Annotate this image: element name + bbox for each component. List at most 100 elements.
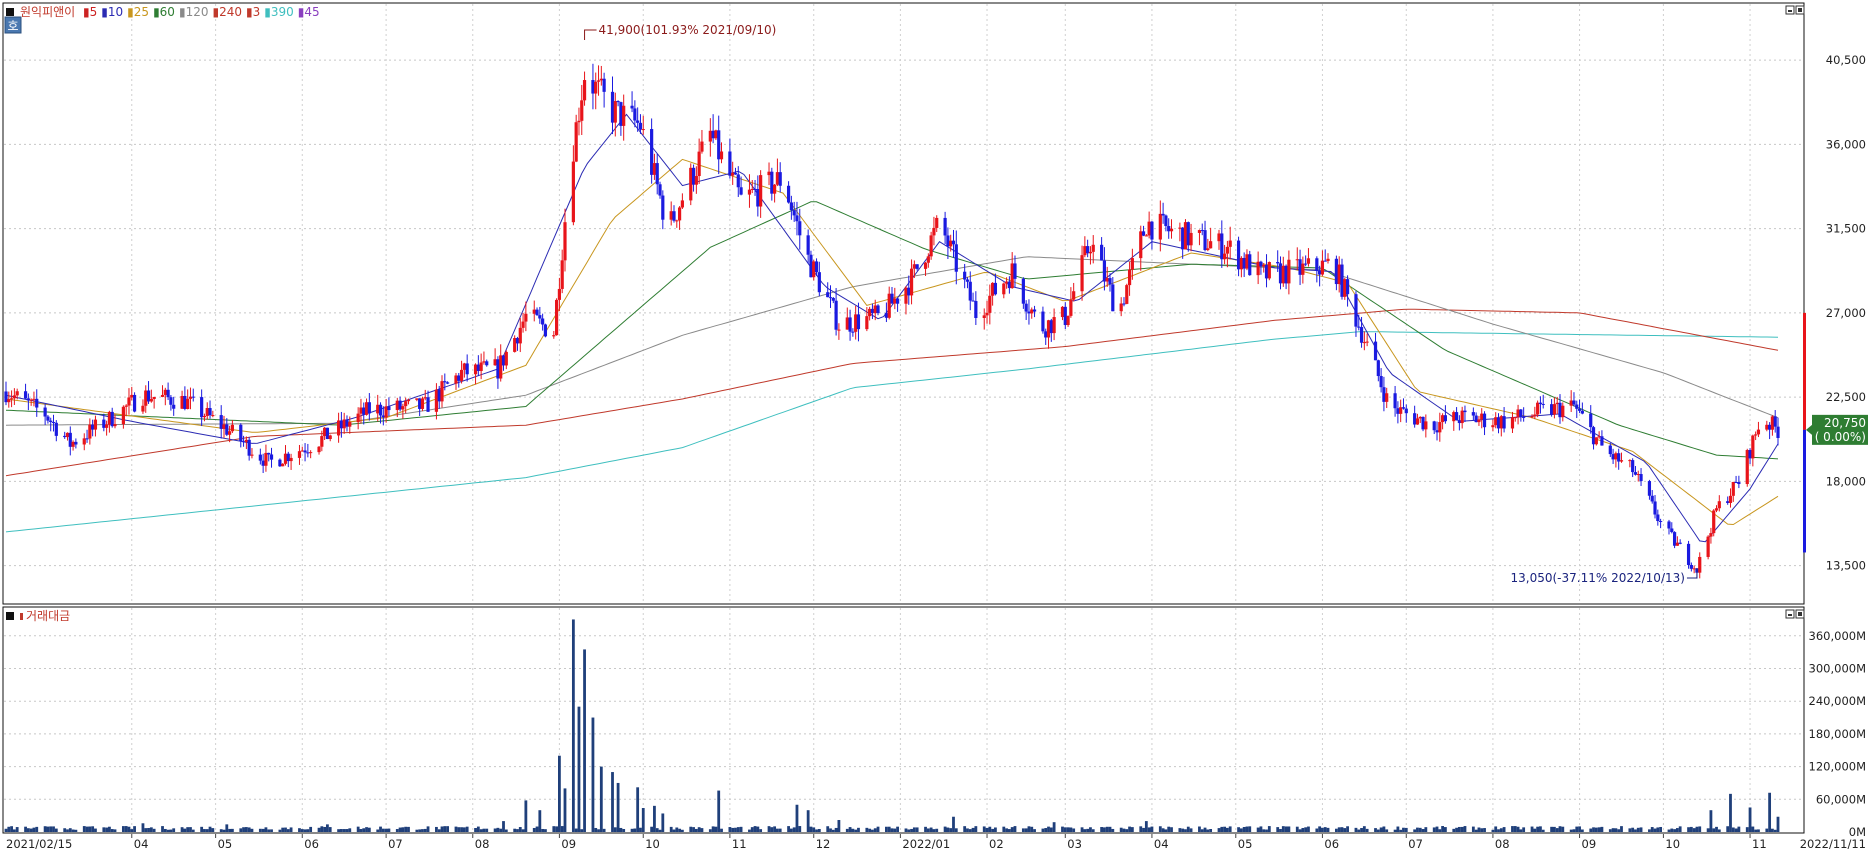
volume-bar: [1460, 826, 1464, 832]
candle: [200, 397, 204, 418]
volume-bar: [708, 829, 712, 832]
candle: [132, 394, 137, 412]
candle: [496, 359, 500, 379]
volume-bar: [1007, 829, 1011, 832]
volume-bar: [753, 826, 757, 832]
volume-bar: [222, 829, 226, 832]
volume-tick-label: 60,000M: [1816, 792, 1866, 806]
volume-bar: [286, 829, 290, 832]
candle: [359, 407, 363, 414]
volume-bar: [1575, 826, 1579, 832]
volume-bar: [873, 828, 877, 832]
volume-bar: [183, 828, 187, 832]
volume-bar: [1670, 828, 1674, 832]
candle: [283, 453, 288, 464]
volume-bar: [1650, 827, 1654, 832]
candle: [767, 171, 771, 176]
volume-bar: [1715, 826, 1718, 832]
volume-bar: [1653, 828, 1657, 832]
candle: [876, 305, 880, 314]
candle: [1401, 407, 1406, 409]
volume-bar: [831, 829, 835, 832]
volume-bar: [1343, 828, 1347, 832]
volume-bar: [1382, 826, 1386, 832]
volume-bar: [653, 805, 656, 832]
volume-bar: [776, 828, 779, 832]
volume-bar: [910, 828, 913, 832]
volume-bar: [1265, 829, 1268, 832]
volume-pane-controls[interactable]: [1785, 609, 1805, 619]
volume-bar: [1639, 827, 1643, 832]
mode-badge-bg[interactable]: [4, 16, 22, 34]
candle: [1256, 261, 1260, 276]
candle: [1183, 222, 1188, 250]
candle: [610, 91, 615, 123]
candle: [1276, 262, 1280, 264]
volume-bar: [225, 824, 229, 832]
candle: [244, 439, 248, 442]
price-tick-label: 31,500: [1826, 222, 1866, 236]
volume-bar: [244, 827, 248, 832]
price-pane-controls[interactable]: [1785, 5, 1805, 15]
volume-bar: [1438, 829, 1442, 832]
candle: [300, 450, 304, 452]
volume-bar: [1483, 828, 1486, 832]
candle: [1611, 454, 1615, 460]
candle: [580, 100, 584, 121]
volume-bar: [289, 827, 293, 832]
volume-bar: [1608, 829, 1612, 832]
candle: [105, 424, 109, 428]
volume-bar: [356, 826, 360, 832]
candle: [669, 211, 673, 220]
candle: [750, 188, 754, 190]
volume-bar: [88, 826, 92, 832]
volume-bar: [748, 829, 751, 832]
candle: [541, 318, 545, 325]
volume-bar: [907, 829, 911, 832]
candle: [1287, 259, 1291, 284]
volume-bar: [1773, 829, 1777, 832]
volume-bar: [476, 826, 480, 832]
mode-badge[interactable]: 호: [7, 19, 18, 33]
volume-bar: [750, 827, 754, 832]
volume-bar: [1689, 826, 1693, 832]
volume-bar: [381, 828, 385, 832]
volume-bar: [1066, 827, 1070, 832]
volume-bar: [1424, 827, 1428, 832]
candle: [1513, 417, 1517, 419]
volume-bar: [91, 826, 95, 832]
candle: [1209, 241, 1213, 249]
volume-bar: [149, 827, 153, 832]
volume-bar: [868, 828, 872, 832]
volume-bar: [63, 828, 67, 832]
volume-bar: [982, 826, 986, 832]
candle: [1533, 414, 1537, 417]
volume-bar: [1687, 827, 1690, 832]
candle: [1591, 427, 1596, 445]
volume-bar: [1558, 826, 1562, 832]
candle: [241, 441, 246, 443]
volume-bar: [398, 827, 402, 832]
candle: [1144, 235, 1148, 237]
candle: [110, 411, 114, 427]
volume-tick-label: 180,000M: [1809, 727, 1866, 741]
volume-bar: [446, 826, 450, 832]
volume-bar: [1561, 826, 1565, 832]
candle: [121, 406, 125, 425]
legend-ma-3: 3: [253, 5, 261, 19]
candle: [596, 80, 601, 82]
date-tick-label: 07: [1408, 837, 1423, 851]
candle: [367, 402, 371, 414]
volume-bar: [172, 828, 176, 832]
volume-bar: [474, 828, 477, 832]
volume-bar: [437, 829, 441, 832]
candle: [297, 451, 302, 458]
volume-bar: [1307, 826, 1310, 832]
volume-bar: [1072, 828, 1076, 832]
candle: [1063, 306, 1067, 325]
volume-bar: [770, 827, 774, 832]
candle: [1030, 309, 1034, 314]
volume-bar: [896, 826, 899, 832]
candle: [689, 167, 693, 201]
candle: [32, 398, 36, 400]
